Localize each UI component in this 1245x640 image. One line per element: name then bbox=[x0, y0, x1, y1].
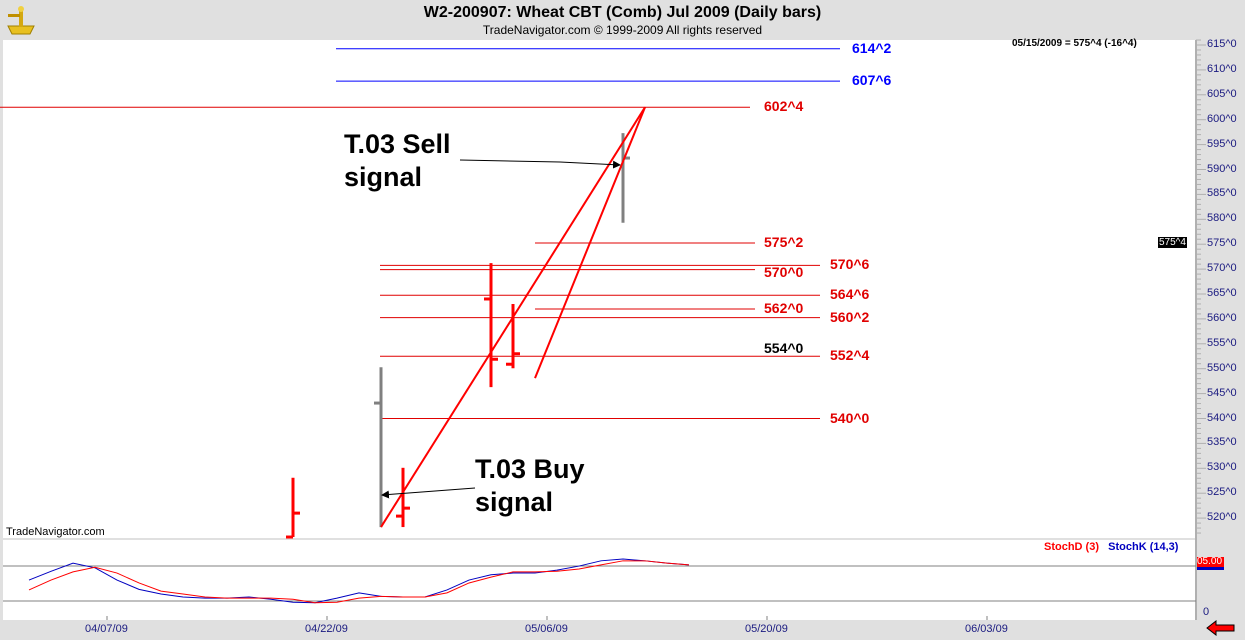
level-label: 562^0 bbox=[764, 299, 804, 316]
buy-signal-line1: T.03 Buy bbox=[475, 454, 585, 484]
sell-signal-label: T.03 Sell signal bbox=[344, 128, 451, 194]
chart-title: W2-200907: Wheat CBT (Comb) Jul 2009 (Da… bbox=[423, 4, 822, 21]
sextant-icon bbox=[7, 6, 35, 35]
level-label: 602^4 bbox=[764, 98, 804, 115]
x-tick-label: 04/22/09 bbox=[305, 623, 348, 635]
level-label: 564^6 bbox=[830, 286, 870, 303]
y-tick-label: 565^0 bbox=[1207, 287, 1237, 299]
y-tick-label: 610^0 bbox=[1207, 62, 1237, 75]
y-tick-label: 535^0 bbox=[1207, 436, 1237, 449]
level-label: 570^0 bbox=[764, 263, 804, 280]
y-tick-label: 590^0 bbox=[1207, 162, 1237, 175]
level-label: 560^2 bbox=[830, 308, 870, 325]
buy-signal-label: T.03 Buy signal bbox=[475, 453, 585, 519]
level-label: 552^4 bbox=[830, 347, 870, 364]
watermark: TradeNavigator.com bbox=[6, 526, 105, 538]
y-tick-label: 545^0 bbox=[1207, 386, 1237, 399]
stoch-upper-label: 05.00 bbox=[1197, 557, 1224, 570]
legend-stochd: StochD (3) bbox=[1044, 541, 1099, 553]
buy-signal-line2: signal bbox=[475, 487, 554, 517]
y-tick-label: 595^0 bbox=[1207, 137, 1237, 150]
x-tick-label: 04/07/09 bbox=[85, 623, 128, 635]
y-tick-label: 520^0 bbox=[1207, 511, 1237, 524]
trendline bbox=[534, 106, 646, 379]
level-label: 607^6 bbox=[852, 72, 892, 89]
stoch-panel bbox=[3, 540, 1196, 620]
y-tick-label: 525^0 bbox=[1207, 486, 1237, 499]
level-label: 614^2 bbox=[852, 39, 892, 56]
legend-stochk: StochK (14,3) bbox=[1108, 541, 1179, 553]
last-price-label: 575^4 bbox=[1158, 237, 1187, 248]
level-label: 554^0 bbox=[764, 339, 804, 356]
price-panel bbox=[3, 40, 1196, 538]
y-tick-label: 615^0 bbox=[1207, 38, 1237, 50]
stoch-zero-label: 0 bbox=[1203, 606, 1210, 618]
sell-signal-line1: T.03 Sell bbox=[344, 129, 451, 159]
y-tick-label: 600^0 bbox=[1207, 112, 1237, 125]
price-readout: 05/15/2009 = 575^4 (-16^4) bbox=[1012, 38, 1137, 49]
buy-signal-arrow bbox=[381, 487, 476, 499]
level-label: 540^0 bbox=[830, 409, 870, 426]
level-label: 575^2 bbox=[764, 233, 804, 250]
y-tick-label: 550^0 bbox=[1207, 361, 1237, 374]
level-label: 570^6 bbox=[830, 256, 870, 273]
x-tick-label: 05/06/09 bbox=[525, 623, 568, 635]
stochk-line bbox=[28, 558, 690, 604]
y-tick-label: 570^0 bbox=[1207, 262, 1237, 275]
stoch-legend: StochD (3) StochK (14,3) bbox=[1044, 541, 1178, 553]
y-tick-label: 555^0 bbox=[1207, 336, 1237, 349]
y-tick-label: 605^0 bbox=[1207, 87, 1237, 100]
x-tick-label: 05/20/09 bbox=[745, 623, 788, 635]
trendline bbox=[380, 106, 646, 528]
y-tick-label: 585^0 bbox=[1207, 187, 1237, 200]
y-tick-label: 580^0 bbox=[1207, 212, 1237, 225]
x-tick-label: 06/03/09 bbox=[965, 623, 1008, 635]
sell-signal-line2: signal bbox=[344, 162, 423, 192]
y-tick-label: 540^0 bbox=[1207, 411, 1237, 424]
y-tick-label: 575^0 bbox=[1207, 237, 1237, 250]
chart-subtitle: TradeNavigator.com © 1999-2009 All right… bbox=[482, 23, 763, 37]
stochd-line bbox=[28, 560, 690, 604]
chart-header: W2-200907: Wheat CBT (Comb) Jul 2009 (Da… bbox=[0, 0, 1245, 40]
y-tick-label: 560^0 bbox=[1207, 311, 1237, 324]
sell-signal-arrow bbox=[459, 159, 621, 169]
left-arrow-icon[interactable] bbox=[1206, 620, 1236, 636]
y-tick-label: 530^0 bbox=[1207, 461, 1237, 474]
